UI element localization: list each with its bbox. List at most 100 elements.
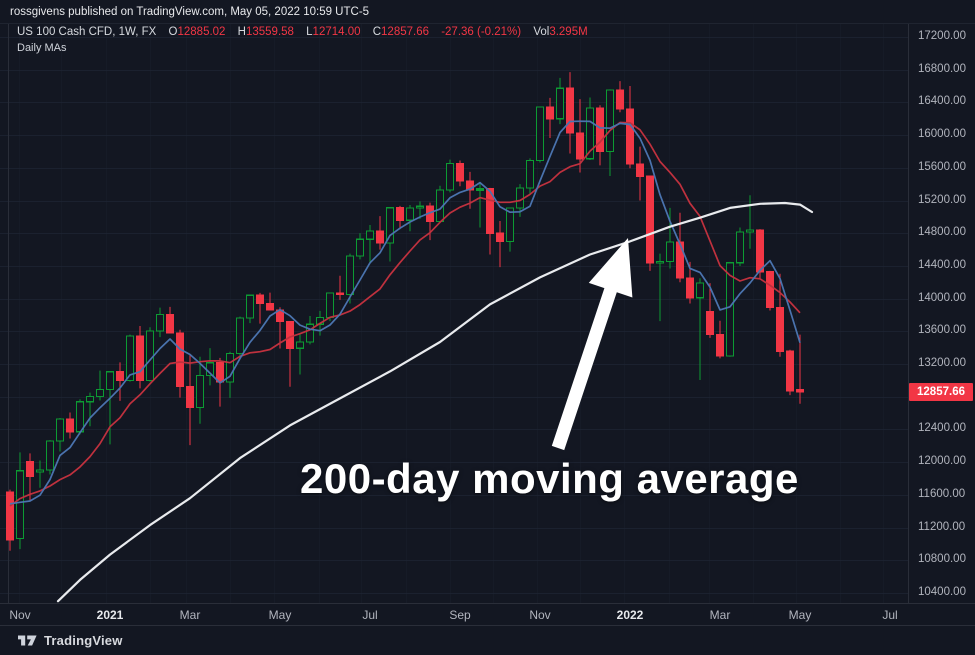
candle-down	[685, 277, 695, 299]
candle-up	[45, 440, 55, 471]
price-tick-label: 14800.00	[918, 226, 966, 239]
candle-down	[635, 163, 645, 177]
candle-down	[715, 334, 725, 357]
price-tick-label: 13600.00	[918, 324, 966, 337]
candle-up	[235, 317, 245, 355]
candle-down	[455, 162, 465, 182]
candle-up	[145, 330, 155, 382]
chart-pane[interactable]: US 100 Cash CFD, 1W, FX O12885.02 H13559…	[0, 24, 908, 603]
candle-up	[605, 89, 615, 152]
tradingview-logo-icon[interactable]	[18, 633, 37, 648]
price-axis[interactable]: 12857.66 17200.00 16800.00 16400.00 16000.0…	[908, 24, 975, 625]
candle-up	[155, 313, 165, 332]
candle-up	[195, 374, 205, 409]
time-axis-month-label: Nov	[9, 608, 31, 622]
candle-up	[105, 371, 115, 391]
price-tick-label: 17200.00	[918, 30, 966, 42]
candle-down	[625, 108, 635, 165]
legend: US 100 Cash CFD, 1W, FX O12885.02 H13559…	[17, 26, 588, 38]
last-price-label: 12857.66	[909, 383, 973, 402]
candle-down	[645, 175, 655, 264]
time-axis-year-label: 2022	[616, 608, 644, 622]
price-tick-label: 11200.00	[918, 520, 966, 533]
candle-up	[125, 335, 135, 382]
candle-down	[565, 87, 575, 134]
price-tick-label: 14000.00	[918, 291, 966, 304]
close-value: 12857.66	[381, 26, 429, 38]
annotation-text[interactable]: 200-day moving average	[300, 455, 799, 502]
price-tick-label: 14400.00	[918, 258, 966, 271]
candle-down	[215, 362, 225, 383]
candle-down	[135, 335, 145, 382]
candle-down	[395, 207, 405, 221]
candle-down	[25, 460, 35, 477]
annotation-arrow[interactable]	[551, 238, 633, 451]
ma-fast-blue-line	[9, 120, 801, 505]
candle-up	[15, 470, 25, 540]
ma-200-white-line	[56, 201, 814, 603]
candle-down	[765, 271, 775, 308]
candle-down	[705, 311, 715, 336]
price-tick-label: 15200.00	[918, 193, 966, 206]
candle-up	[665, 241, 675, 263]
candlestick-chart-canvas[interactable]	[0, 24, 908, 603]
symbol-title[interactable]: US 100 Cash CFD, 1W, FX	[17, 26, 157, 38]
candle-down	[335, 292, 345, 296]
candle-up	[585, 107, 595, 160]
candle-up	[745, 229, 755, 233]
candle-up	[95, 388, 105, 397]
candle-down	[615, 89, 625, 110]
footer-bar: TradingView	[0, 625, 975, 655]
time-axis-month-label: Mar	[709, 608, 731, 622]
candle-down	[185, 385, 195, 409]
candle-up	[245, 294, 255, 319]
brand-text[interactable]: TradingView	[44, 633, 123, 648]
candle-down	[115, 371, 125, 382]
open-value: 12885.02	[177, 26, 226, 38]
candle-up	[515, 187, 525, 209]
candle-down	[575, 132, 585, 160]
ma-mid-red-line	[9, 121, 801, 507]
candle-down	[595, 107, 605, 152]
change-value: -27.36 (-0.21%)	[441, 26, 522, 38]
candle-down	[775, 306, 785, 352]
candle-down	[175, 332, 185, 388]
candle-down	[255, 294, 265, 305]
candle-down	[285, 321, 295, 349]
time-axis[interactable]: Nov 2021 Mar May Jul Sep Nov 2022 Mar May Jul	[0, 603, 975, 625]
candle-up	[415, 205, 425, 209]
price-tick-label: 12400.00	[918, 422, 966, 435]
candle-up	[655, 260, 665, 264]
candle-up	[505, 207, 515, 243]
candle-up	[405, 207, 415, 221]
close-label: C	[372, 26, 382, 38]
candle-up	[525, 159, 535, 189]
candle-up	[365, 230, 375, 240]
candle-up	[475, 188, 485, 191]
candle-up	[35, 469, 45, 473]
attribution-bar: rossgivens published on TradingView.com,…	[0, 0, 975, 24]
candle-up	[305, 323, 315, 343]
candle-down	[755, 229, 765, 273]
time-axis-month-label: Mar	[179, 608, 201, 622]
time-axis-month-label: May	[788, 608, 812, 622]
candle-up	[355, 238, 365, 257]
candle-up	[325, 292, 335, 318]
attribution-text: rossgivens published on TradingView.com,…	[10, 6, 370, 18]
price-tick-label: 16800.00	[918, 62, 966, 75]
candle-up	[535, 106, 545, 162]
candle-up	[725, 262, 735, 357]
price-tick-label: 12000.00	[918, 455, 966, 468]
candle-up	[735, 231, 745, 264]
candle-down	[265, 302, 275, 311]
indicator-legend[interactable]: Daily MAs	[17, 42, 67, 54]
candle-down	[785, 350, 795, 392]
candle-down	[5, 491, 15, 541]
high-value: 13559.58	[245, 26, 294, 38]
candle-up	[555, 87, 565, 120]
price-tick-label: 16000.00	[918, 128, 966, 141]
open-label: O	[168, 26, 178, 38]
candle-up	[695, 282, 705, 299]
price-tick-label: 13200.00	[918, 357, 966, 370]
